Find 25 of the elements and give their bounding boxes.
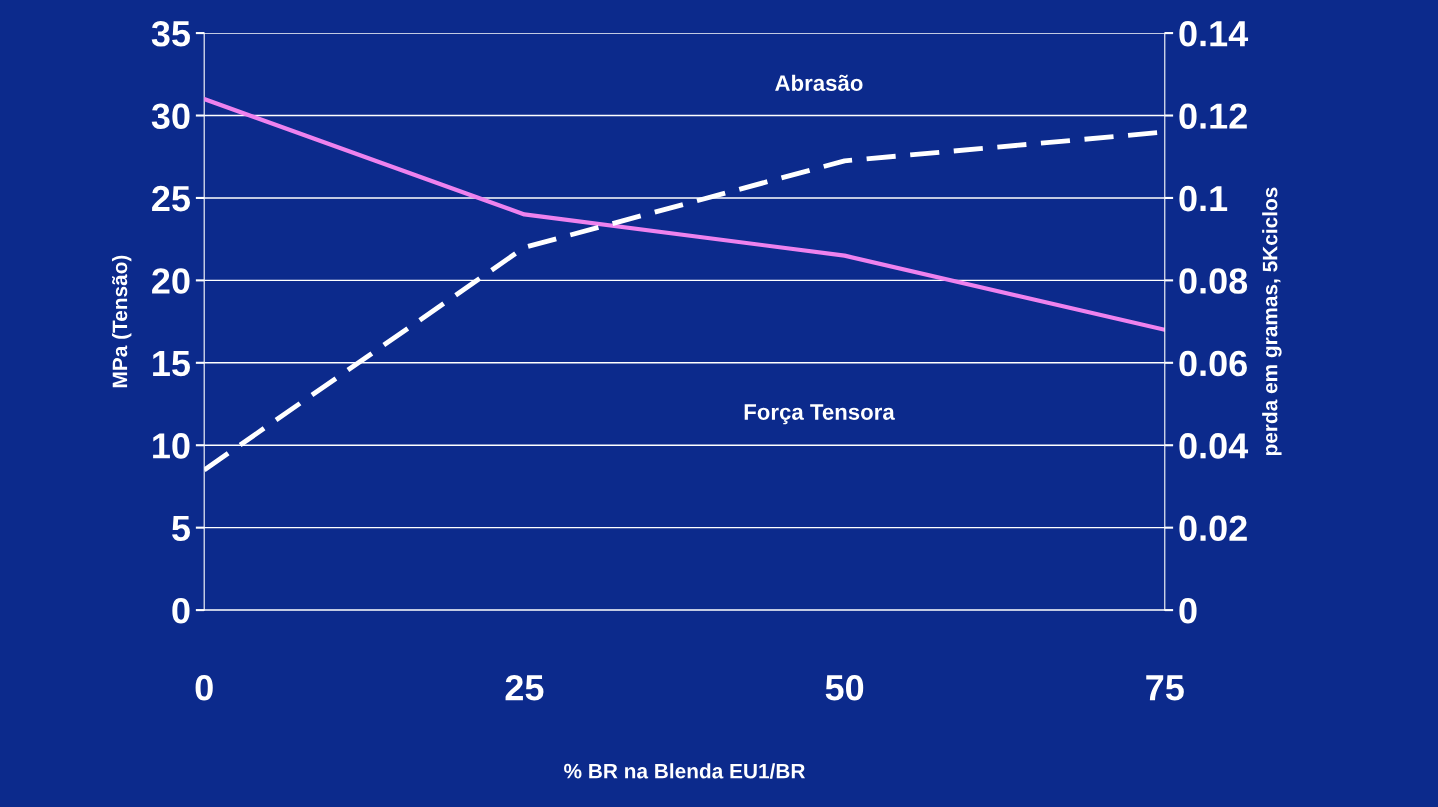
y2-tick-label: 0.06 <box>1179 350 1247 377</box>
y-tick-label: 15 <box>153 351 190 377</box>
y2-tick-label: 0.04 <box>1179 433 1249 459</box>
y2-tick-label: 0.14 <box>1179 20 1249 47</box>
y-tick-label: 30 <box>151 103 190 130</box>
y-tick-label: 35 <box>151 20 190 47</box>
y-tick-label: 10 <box>153 433 190 459</box>
y2-axis-title: perda em gramas, 5Kciclos <box>1262 187 1282 456</box>
y2-tick-label: 0.1 <box>1179 185 1228 212</box>
y-axis-title: MPa (Tensão) <box>111 255 132 388</box>
x-tick-label: 50 <box>825 674 864 701</box>
y2-tick-label: 0.02 <box>1179 515 1247 542</box>
y-tick-label: 25 <box>152 185 190 212</box>
annotation: Força Tensora <box>744 404 895 425</box>
y2-tick-label: 0 <box>1179 597 1197 624</box>
annotation: Abrasão <box>775 74 863 91</box>
y-tick-label: 20 <box>152 268 190 294</box>
x-axis-title: % BR na Blenda EU1/BR <box>564 763 806 779</box>
x-tick-label: 75 <box>1146 675 1184 701</box>
x-tick-label: 25 <box>505 674 544 701</box>
y2-tick-label: 0.08 <box>1179 268 1248 294</box>
y-tick-label: 0 <box>172 597 190 624</box>
y-tick-label: 5 <box>172 515 190 542</box>
x-tick-label: 0 <box>195 674 213 701</box>
y2-tick-label: 0.12 <box>1179 103 1247 129</box>
